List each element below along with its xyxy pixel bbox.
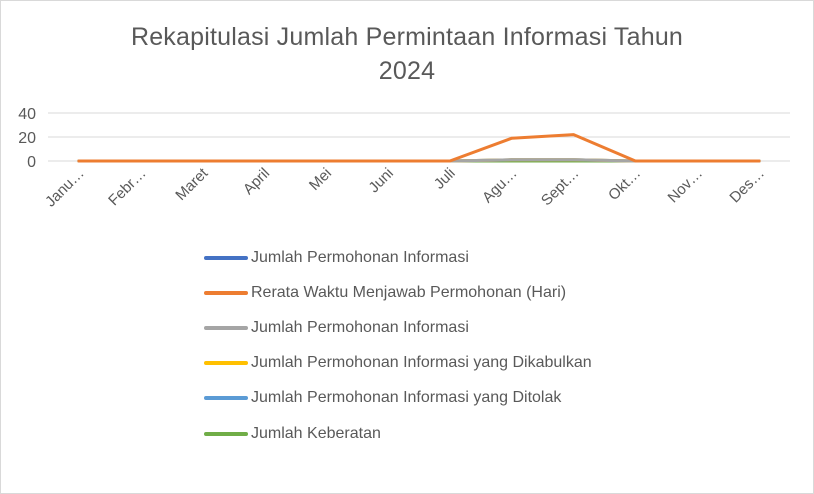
legend-label-1: Rerata Waktu Menjawab Permohonan (Hari) [251,283,567,301]
x-tick-label-9: Okt… [605,165,644,204]
x-tick-label-2: Maret [172,164,212,204]
x-tick-label-0: Janu… [42,165,88,211]
y-tick-label-40: 40 [18,106,36,123]
legend-swatch-0 [204,255,248,260]
chart-title: Rekapitulasi Jumlah Permintaan Informasi… [0,20,814,88]
x-tick-label-10: Nov… [665,165,706,206]
x-tick-label-1: Febr… [105,165,149,209]
legend-item-4: Jumlah Permohonan Informasi yang Ditolak [204,381,664,416]
legend-label-2: Jumlah Permohonan Informasi [251,318,469,336]
chart-title-line-1: Rekapitulasi Jumlah Permintaan Informasi… [130,23,684,51]
legend-swatch-5 [204,431,248,436]
series-line-1 [77,133,761,163]
chart-legend: Jumlah Permohonan Informasi Rerata Waktu … [204,240,664,451]
legend-swatch-1 [204,290,248,295]
legend-label-0: Jumlah Permohonan Informasi [251,248,469,266]
x-tick-label-4: Mei [306,165,335,194]
x-tick-label-6: Juli [431,165,459,193]
legend-item-1: Rerata Waktu Menjawab Permohonan (Hari) [204,275,664,310]
legend-swatch-3 [204,361,248,366]
chart-title-line-2: 2024 [378,57,436,85]
legend-item-2: Jumlah Permohonan Informasi [204,310,664,345]
y-tick-label-20: 20 [18,130,36,147]
legend-label-4: Jumlah Permohonan Informasi yang Ditolak [251,389,562,407]
y-tick-label-0: 0 [27,154,36,171]
x-tick-label-5: Juni [365,165,396,196]
x-tick-label-8: Sept… [538,165,582,209]
x-tick-label-7: Agu… [479,165,521,207]
legend-label-5: Jumlah Keberatan [251,424,381,442]
x-tick-label-3: April [240,165,273,198]
legend-swatch-4 [204,396,248,401]
legend-item-0: Jumlah Permohonan Informasi [204,240,664,275]
legend-swatch-2 [204,325,248,330]
legend-item-5: Jumlah Keberatan [204,416,664,451]
x-tick-label-11: Des… [726,165,767,206]
legend-item-3: Jumlah Permohonan Informasi yang Dikabul… [204,346,664,381]
legend-label-3: Jumlah Permohonan Informasi yang Dikabul… [251,354,592,372]
